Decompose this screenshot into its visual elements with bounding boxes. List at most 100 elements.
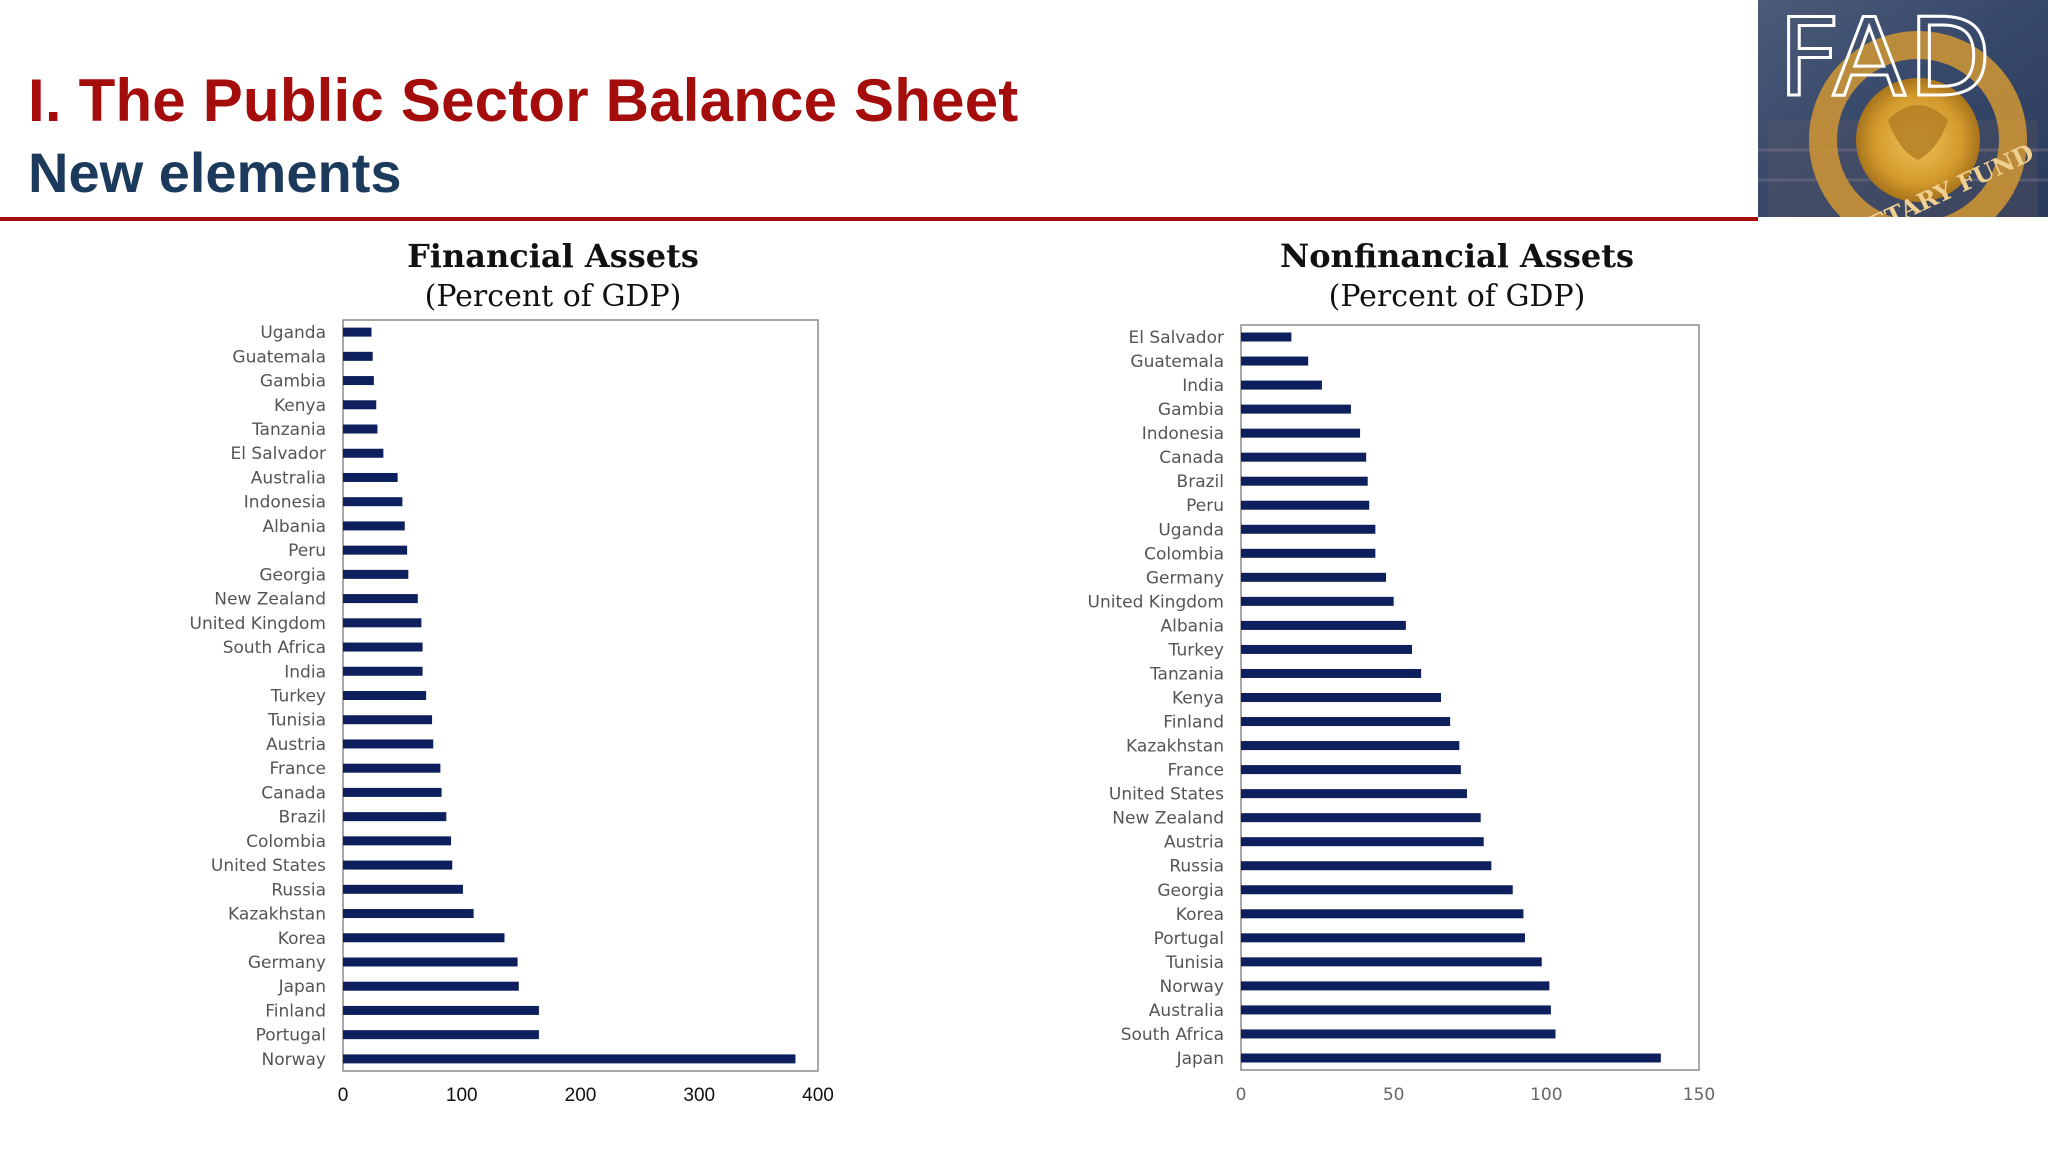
category-label: India xyxy=(1182,376,1224,396)
slide-title: I. The Public Sector Balance Sheet xyxy=(28,67,1019,134)
category-label: Kenya xyxy=(274,396,326,416)
bar-albania xyxy=(343,521,405,531)
bar-united-states xyxy=(1241,789,1467,799)
bar-gambia xyxy=(343,376,374,386)
category-label: Peru xyxy=(288,541,326,561)
x-tick-label: 100 xyxy=(446,1085,478,1106)
bar-brazil xyxy=(343,812,447,822)
category-label: Australia xyxy=(251,468,326,488)
category-label: Norway xyxy=(262,1050,327,1070)
category-label: Kazakhstan xyxy=(228,905,326,925)
category-label: United Kingdom xyxy=(1088,592,1224,612)
category-label: Austria xyxy=(1164,833,1224,853)
category-label: Germany xyxy=(248,953,326,973)
bar-france xyxy=(1241,765,1461,775)
bar-turkey xyxy=(1241,644,1412,654)
bar-japan xyxy=(343,981,519,991)
bar-germany xyxy=(343,957,518,967)
bar-japan xyxy=(1241,1053,1661,1063)
category-label: New Zealand xyxy=(1112,809,1224,829)
category-label: India xyxy=(284,662,326,682)
bar-colombia xyxy=(1241,548,1376,558)
bar-south-africa xyxy=(343,642,423,652)
bar-portugal xyxy=(1241,933,1525,943)
category-label: Indonesia xyxy=(1142,424,1224,444)
category-label: France xyxy=(269,759,326,779)
bar-india xyxy=(343,666,423,676)
category-label: Colombia xyxy=(1144,544,1224,564)
category-label: Georgia xyxy=(1157,881,1224,901)
slide-subtitle: New elements xyxy=(28,141,402,204)
category-label: Portugal xyxy=(1154,929,1224,949)
category-label: Gambia xyxy=(1158,400,1224,420)
x-tick-label: 0 xyxy=(338,1085,349,1106)
category-label: Japan xyxy=(278,977,326,997)
bar-finland xyxy=(1241,717,1451,727)
bar-new-zealand xyxy=(343,594,418,604)
bar-united-states xyxy=(343,860,453,870)
category-label: Finland xyxy=(1163,713,1224,733)
bar-finland xyxy=(343,1005,539,1015)
imf-seal-ring xyxy=(1809,31,2027,217)
chart-subtitle: (Percent of GDP) xyxy=(425,279,682,314)
financial-assets-chart: Financial Assets (Percent of GDP) Uganda Gu… xyxy=(190,237,834,1106)
category-label: Kenya xyxy=(1172,689,1224,709)
category-label: Uganda xyxy=(1158,520,1224,540)
bar-norway xyxy=(343,1054,796,1064)
category-label: Brazil xyxy=(1177,472,1224,492)
x-tick-label: 0 xyxy=(1236,1085,1247,1105)
bar-russia xyxy=(1241,861,1492,871)
category-label: Brazil xyxy=(279,808,326,828)
bar-united-kingdom xyxy=(343,618,422,628)
category-label: Korea xyxy=(278,929,326,949)
category-label: Guatemala xyxy=(1130,352,1224,372)
header-divider xyxy=(0,217,1758,221)
category-label: Peru xyxy=(1186,496,1224,516)
fad-logo: MONETARY FUND FAD xyxy=(1758,0,2048,217)
category-label: Norway xyxy=(1160,977,1225,997)
bar-tanzania xyxy=(343,424,378,434)
category-label: Colombia xyxy=(246,832,326,852)
category-label: Japan xyxy=(1176,1049,1224,1069)
category-label: Austria xyxy=(266,735,326,755)
bar-india xyxy=(1241,380,1322,390)
bar-el-salvador xyxy=(343,448,384,458)
bar-kazakhstan xyxy=(1241,741,1460,751)
x-tick-label: 200 xyxy=(565,1085,597,1106)
bar-guatemala xyxy=(1241,356,1309,366)
bar-kazakhstan xyxy=(343,909,474,919)
bar-indonesia xyxy=(1241,428,1361,438)
category-label: United States xyxy=(211,856,326,876)
chart-subtitle: (Percent of GDP) xyxy=(1329,279,1586,314)
bar-tanzania xyxy=(1241,668,1422,678)
bar-turkey xyxy=(343,691,427,700)
category-label: Australia xyxy=(1149,1001,1224,1021)
category-label: New Zealand xyxy=(214,590,326,610)
category-label: Tanzania xyxy=(251,420,326,440)
category-label: Russia xyxy=(271,880,326,900)
bar-norway xyxy=(1241,981,1550,991)
bar-brazil xyxy=(1241,476,1368,486)
category-label: Tunisia xyxy=(1165,953,1224,973)
bar-tunisia xyxy=(343,715,433,725)
bar-gambia xyxy=(1241,404,1351,414)
bar-kenya xyxy=(343,400,377,410)
category-label: Gambia xyxy=(260,372,326,392)
category-label: Korea xyxy=(1176,905,1224,925)
category-label: El Salvador xyxy=(1129,328,1224,348)
bar-canada xyxy=(343,787,442,797)
category-label: United States xyxy=(1109,785,1224,805)
bar-peru xyxy=(1241,500,1370,510)
bar-austria xyxy=(343,739,434,749)
category-label: United Kingdom xyxy=(190,614,326,634)
bar-colombia xyxy=(343,836,452,846)
bar-united-kingdom xyxy=(1241,596,1394,606)
category-label: Turkey xyxy=(270,687,326,707)
category-label: Turkey xyxy=(1168,640,1224,660)
bar-guatemala xyxy=(343,351,373,361)
x-tick-label: 100 xyxy=(1530,1085,1562,1105)
category-label: Tanzania xyxy=(1149,664,1224,684)
category-label: Portugal xyxy=(256,1026,326,1046)
category-label: Canada xyxy=(1159,448,1224,468)
bar-peru xyxy=(343,545,408,555)
